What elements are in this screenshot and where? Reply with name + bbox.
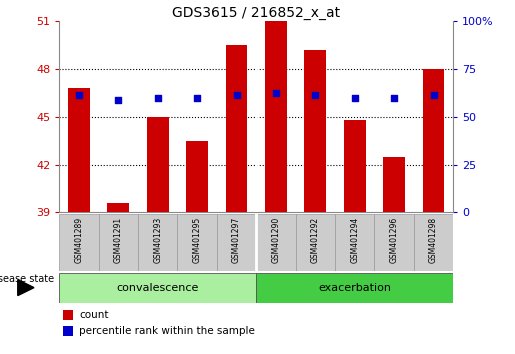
Bar — [63, 326, 73, 336]
Bar — [217, 214, 256, 271]
Bar — [59, 214, 99, 271]
Point — [75, 92, 83, 98]
Bar — [296, 214, 335, 271]
Bar — [383, 156, 405, 212]
Bar — [138, 214, 177, 271]
Point — [390, 95, 398, 101]
Bar — [256, 214, 296, 271]
Bar — [374, 214, 414, 271]
Text: disease state: disease state — [0, 274, 54, 284]
Bar — [335, 214, 374, 271]
Bar — [177, 214, 217, 271]
Bar — [226, 45, 247, 212]
Point — [311, 92, 319, 97]
Text: GSM401297: GSM401297 — [232, 217, 241, 263]
Point — [232, 92, 241, 97]
Text: GSM401295: GSM401295 — [193, 217, 201, 263]
Bar — [256, 273, 473, 303]
Bar — [265, 21, 287, 212]
Bar — [108, 203, 129, 212]
Bar — [304, 50, 326, 212]
Bar — [186, 141, 208, 212]
Point — [114, 97, 123, 103]
Bar — [414, 214, 453, 271]
Text: count: count — [79, 310, 109, 320]
Text: exacerbation: exacerbation — [318, 282, 391, 293]
Text: GSM401289: GSM401289 — [75, 217, 83, 263]
Bar — [63, 310, 73, 320]
Bar — [423, 69, 444, 212]
Point — [272, 90, 280, 96]
Point — [351, 95, 359, 101]
Text: GSM401296: GSM401296 — [390, 217, 399, 263]
Bar — [59, 273, 256, 303]
Bar — [68, 88, 90, 212]
Point — [430, 92, 438, 98]
Text: GSM401293: GSM401293 — [153, 217, 162, 263]
Title: GDS3615 / 216852_x_at: GDS3615 / 216852_x_at — [172, 6, 340, 20]
Bar — [344, 120, 366, 212]
Text: GSM401294: GSM401294 — [350, 217, 359, 263]
Point — [193, 95, 201, 101]
Text: convalescence: convalescence — [116, 282, 199, 293]
Text: GSM401292: GSM401292 — [311, 217, 320, 263]
Text: GSM401290: GSM401290 — [271, 217, 280, 263]
Text: GSM401298: GSM401298 — [429, 217, 438, 263]
Text: percentile rank within the sample: percentile rank within the sample — [79, 326, 255, 336]
Polygon shape — [18, 280, 34, 296]
Bar — [147, 117, 168, 212]
Point — [153, 95, 162, 101]
Text: GSM401291: GSM401291 — [114, 217, 123, 263]
Bar — [99, 214, 138, 271]
